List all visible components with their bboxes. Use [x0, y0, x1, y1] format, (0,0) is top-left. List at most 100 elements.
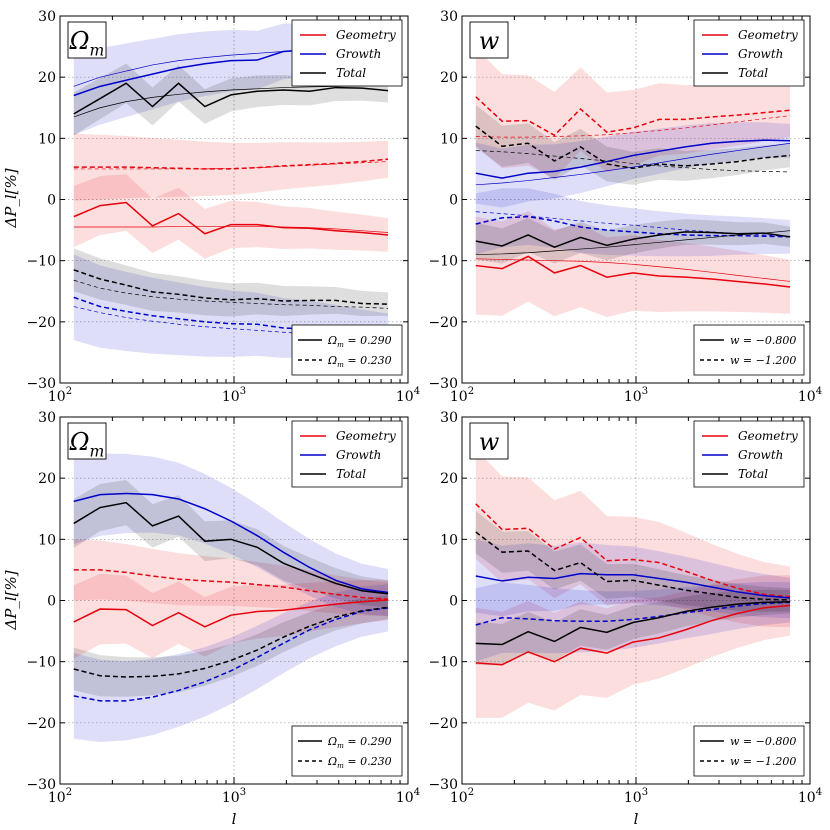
- error-band: [475, 575, 791, 718]
- y-tick-label: 20: [440, 70, 458, 86]
- y-tick-label: 10: [38, 131, 56, 147]
- series-line: [73, 607, 389, 702]
- legend-series: Geometry Growth Total: [693, 420, 805, 488]
- y-tick-label: 20: [38, 471, 56, 487]
- panel-top-left: −30 −20 −10 0 10 20 30 102 103 104 Ωm Geometry Growt…: [26, 9, 420, 405]
- legend-label: Growth: [336, 448, 381, 462]
- legend-label: Growth: [336, 47, 381, 61]
- legend-style-label: w = −1.200: [730, 354, 796, 367]
- error-band: [475, 47, 791, 179]
- param-label: w: [479, 428, 500, 456]
- series-line: [475, 231, 791, 249]
- series-line: [73, 158, 389, 170]
- series-line: [73, 492, 389, 594]
- legend-series: Geometry Growth Total: [291, 420, 403, 488]
- panel-bottom-left: −30 −20 −10 0 10 20 30 102 103 104 Ωm Geometry Growt…: [26, 410, 420, 806]
- series-line: [73, 501, 389, 595]
- x-tick-label: 104: [396, 386, 420, 405]
- legend-label: Total: [738, 66, 768, 80]
- x-axis-label-left: l: [232, 810, 237, 828]
- param-label-box: Ωm: [67, 422, 107, 461]
- x-tick-label: 103: [624, 787, 648, 806]
- y-axis-label-top: ΔP_l[%]: [2, 168, 20, 228]
- y-tick-label: −20: [26, 716, 56, 732]
- legend-style-label: w = −0.800: [730, 735, 796, 748]
- y-tick-label: 0: [47, 193, 56, 209]
- y-tick-label: 20: [440, 471, 458, 487]
- legend-series: Geometry Growth Total: [291, 19, 403, 87]
- legend-label: Total: [336, 467, 366, 481]
- legend-styles: Ωm = 0.290 Ωm = 0.230: [291, 725, 403, 777]
- theory-line: [73, 161, 389, 170]
- y-tick-label: 30: [38, 410, 56, 426]
- y-tick-label: −30: [428, 376, 458, 392]
- x-tick-label: 104: [798, 386, 822, 405]
- param-label: Ωm: [69, 27, 105, 60]
- error-band: [73, 248, 389, 317]
- error-band: [73, 539, 389, 617]
- y-tick-label: −10: [26, 655, 56, 671]
- theory-line: [475, 150, 791, 173]
- legend-style-label: Ωm = 0.230: [327, 755, 392, 770]
- series-line: [475, 125, 791, 170]
- theory-line: [475, 142, 791, 186]
- series-line: [475, 139, 791, 179]
- y-tick-label: −30: [26, 376, 56, 392]
- x-tick-label: 103: [222, 386, 246, 405]
- series-line: [73, 201, 389, 236]
- y-tick-label: 30: [440, 410, 458, 426]
- y-tick-label: −10: [428, 655, 458, 671]
- x-tick-label: 104: [396, 787, 420, 806]
- error-band: [73, 595, 389, 697]
- series-line: [73, 569, 389, 601]
- series-line: [475, 255, 791, 288]
- theory-line: [73, 226, 389, 233]
- legend-label: Geometry: [336, 429, 396, 443]
- series-line: [475, 600, 791, 646]
- error-band: [73, 133, 389, 201]
- legend-label: Total: [738, 467, 768, 481]
- series-line: [73, 269, 389, 305]
- error-band: [475, 448, 791, 628]
- series-line: [475, 531, 791, 601]
- param-label: Ωm: [69, 428, 105, 461]
- y-tick-label: 0: [47, 594, 56, 610]
- theory-line: [475, 258, 791, 282]
- series-line: [475, 604, 791, 666]
- x-tick-label: 103: [624, 386, 648, 405]
- y-tick-label: 30: [38, 9, 56, 25]
- error-band: [73, 573, 389, 659]
- legend-label: Geometry: [336, 28, 396, 42]
- theory-line: [475, 115, 791, 138]
- legend-style-label: Ωm = 0.290: [327, 735, 392, 750]
- y-axis-label-bottom: ΔP_l[%]: [2, 570, 20, 630]
- legend-style-label: Ωm = 0.230: [327, 354, 392, 369]
- x-tick-label: 102: [48, 787, 72, 806]
- series-line: [73, 82, 389, 115]
- plot-area: [73, 453, 389, 743]
- legend-series: Geometry Growth Total: [693, 19, 805, 87]
- y-tick-label: −30: [26, 777, 56, 793]
- legend-label: Geometry: [738, 28, 798, 42]
- series-line: [475, 503, 791, 598]
- legend-label: Total: [336, 66, 366, 80]
- error-band: [73, 480, 389, 608]
- panel-top-right: −30 −20 −10 0 10 20 30 102 103 104 w Geometry Growth…: [428, 9, 822, 405]
- plot-area: [475, 47, 791, 317]
- series-line: [475, 96, 791, 137]
- y-tick-label: 10: [440, 532, 458, 548]
- legend-style-label: w = −1.200: [730, 755, 796, 768]
- param-label-box: w: [469, 21, 509, 59]
- y-tick-label: 20: [38, 70, 56, 86]
- y-tick-label: −30: [428, 777, 458, 793]
- legend-style-label: Ωm = 0.290: [327, 334, 392, 349]
- y-tick-label: 10: [440, 131, 458, 147]
- series-line: [475, 215, 791, 238]
- y-tick-label: 10: [38, 532, 56, 548]
- error-band: [475, 218, 791, 264]
- legend-styles: w = −0.800 w = −1.200: [693, 725, 805, 777]
- error-band: [475, 589, 791, 666]
- y-tick-label: 0: [449, 594, 458, 610]
- error-band: [73, 174, 389, 259]
- legend-label: Growth: [738, 448, 783, 462]
